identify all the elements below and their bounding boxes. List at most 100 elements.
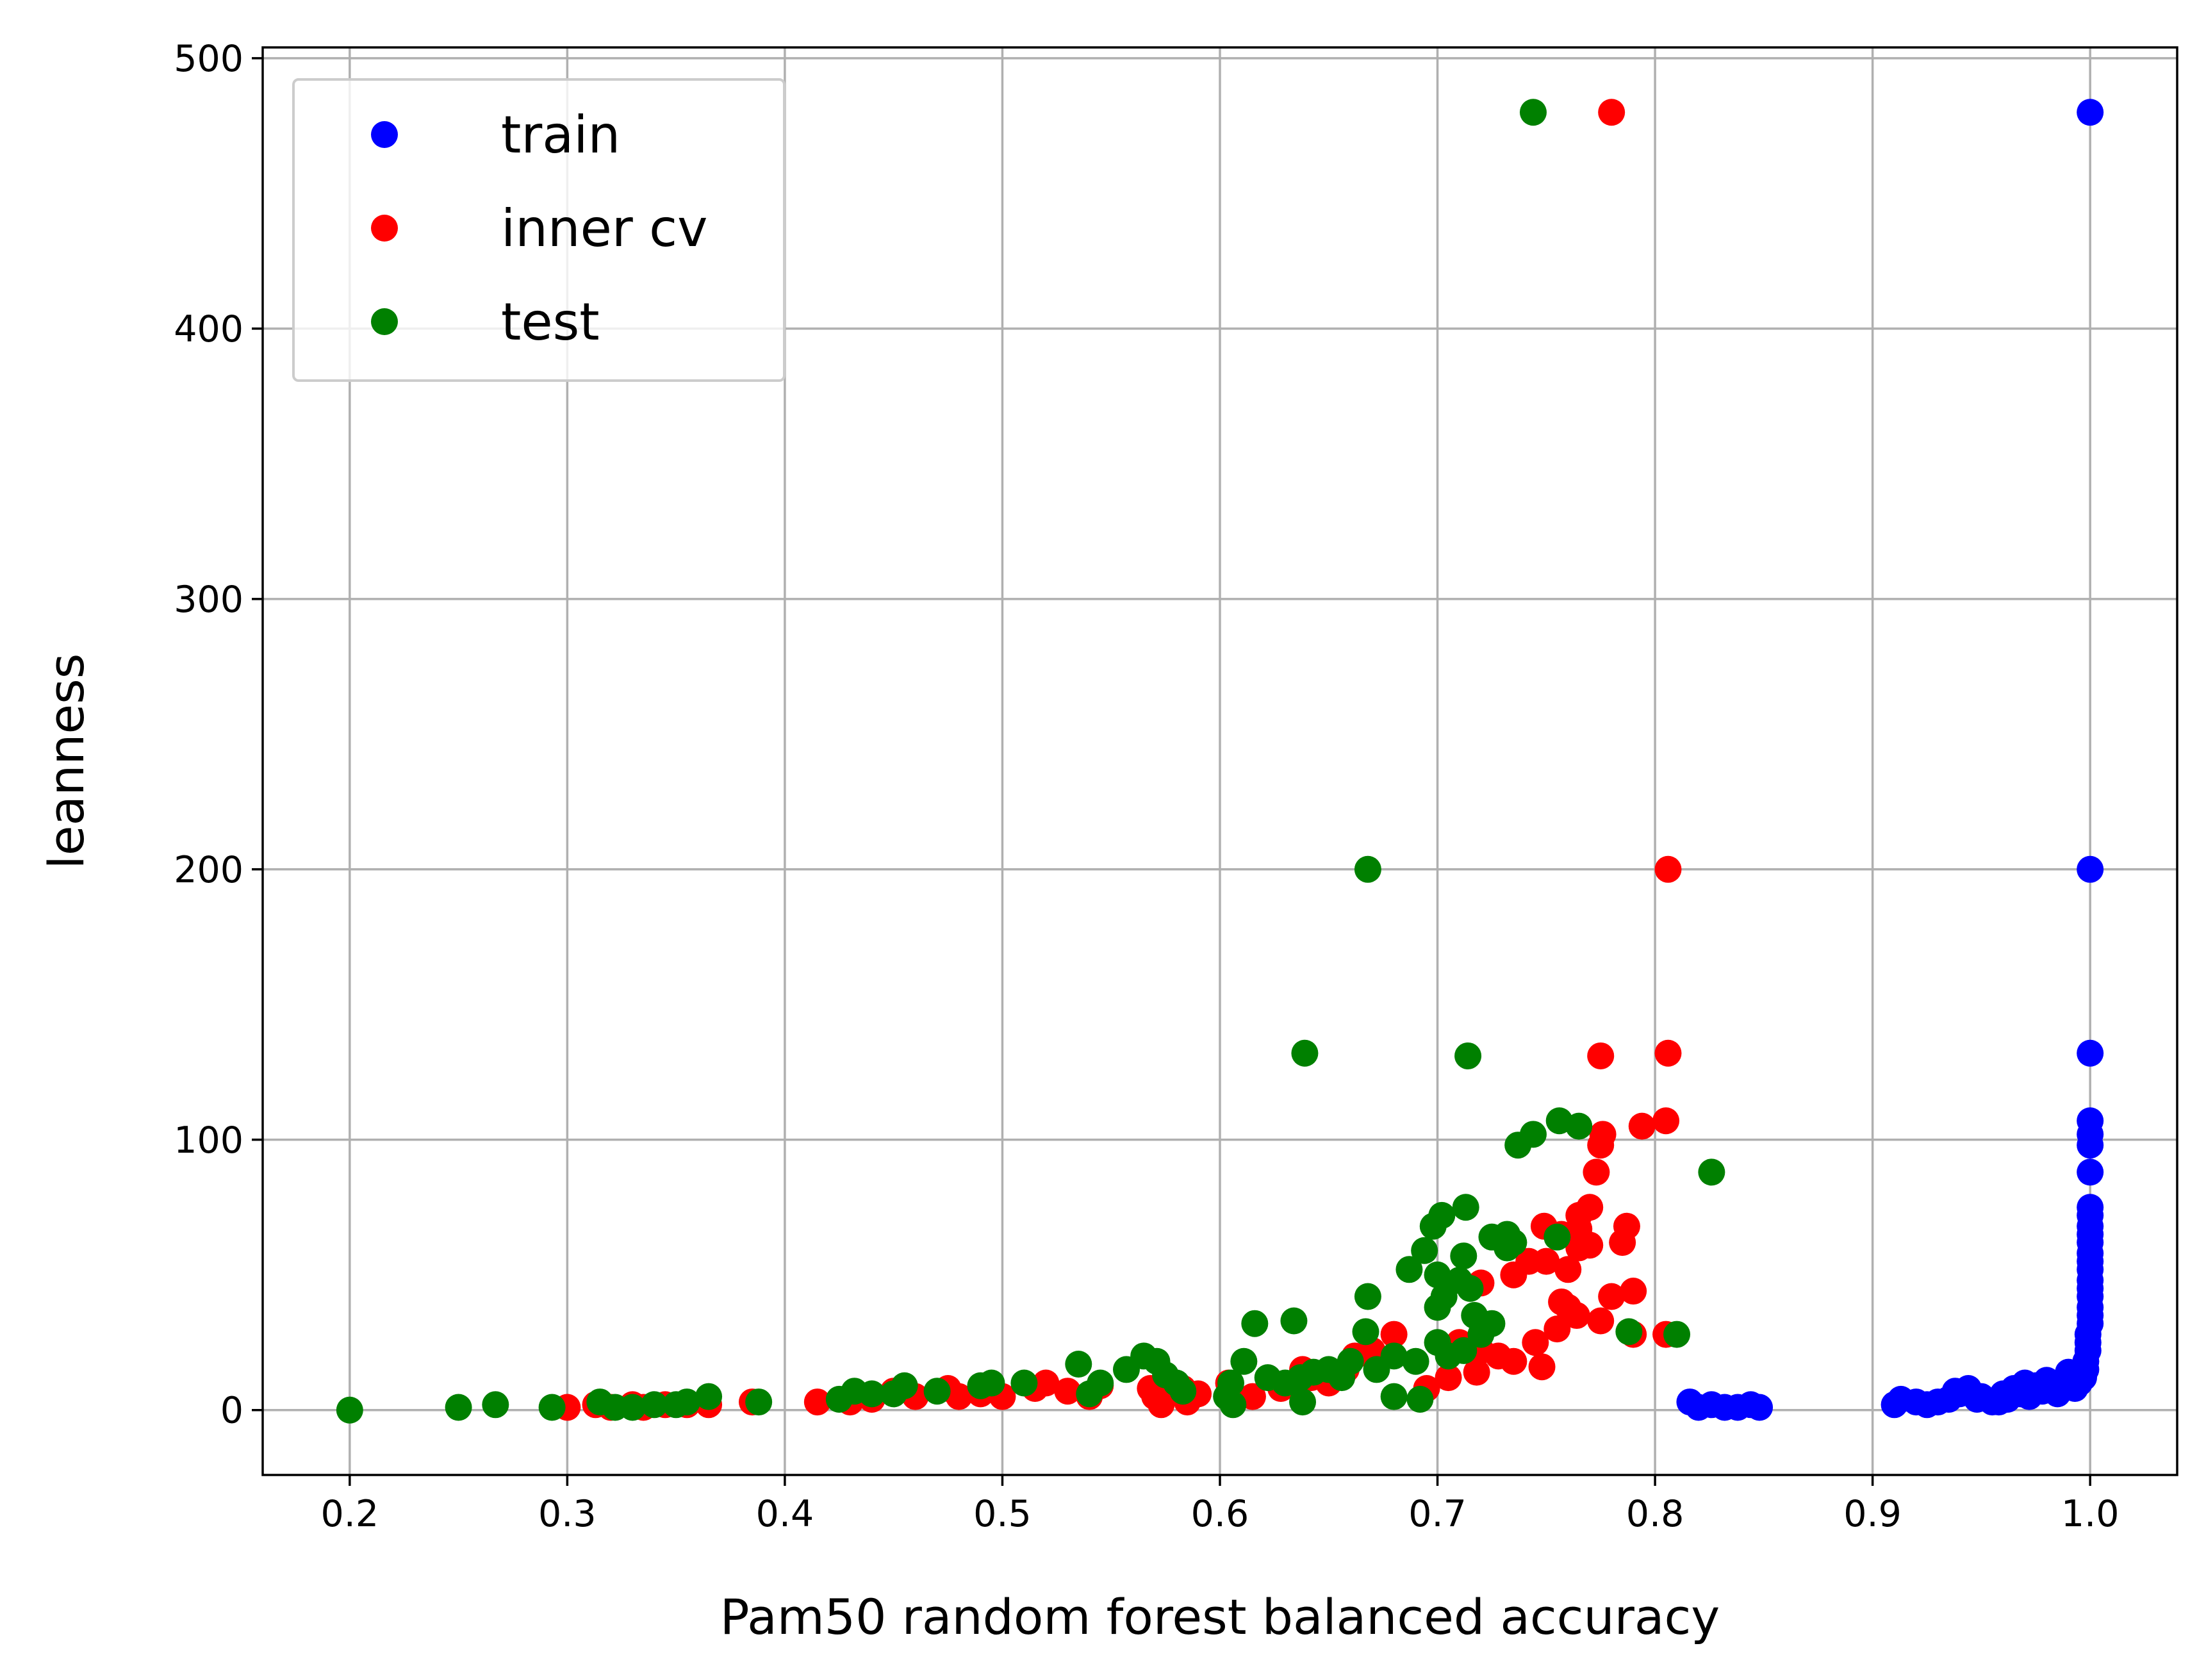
y-tick-label: 0 xyxy=(220,1390,243,1432)
legend-frame xyxy=(292,78,786,382)
data-point xyxy=(1354,1283,1381,1310)
data-point xyxy=(2077,1158,2104,1186)
x-tick-label: 0.7 xyxy=(1408,1493,1467,1535)
data-point xyxy=(1395,1256,1423,1283)
data-point xyxy=(1352,1318,1379,1346)
data-point xyxy=(880,1380,907,1408)
data-point xyxy=(967,1372,994,1399)
data-point xyxy=(1620,1278,1647,1305)
data-point xyxy=(1454,1042,1482,1069)
data-point xyxy=(1112,1356,1140,1383)
data-point xyxy=(1467,1321,1495,1348)
data-point xyxy=(1500,1347,1527,1375)
data-point xyxy=(1054,1378,1082,1405)
data-point xyxy=(2077,855,2104,883)
y-tick-label: 300 xyxy=(174,579,243,621)
data-point xyxy=(641,1391,668,1419)
data-point xyxy=(1354,855,1381,883)
x-tick-label: 0.4 xyxy=(756,1493,814,1535)
x-tick-label: 0.2 xyxy=(320,1493,379,1535)
data-point xyxy=(1289,1388,1317,1416)
data-point xyxy=(1169,1378,1197,1405)
data-point xyxy=(1254,1364,1281,1392)
y-tick-label: 100 xyxy=(174,1119,243,1162)
legend-marker xyxy=(371,215,398,242)
data-point xyxy=(745,1388,773,1416)
data-point xyxy=(1219,1391,1247,1419)
data-point xyxy=(1402,1347,1429,1375)
data-point xyxy=(1406,1385,1434,1413)
data-point xyxy=(1615,1318,1643,1346)
data-point xyxy=(1587,1042,1615,1069)
legend-label: test xyxy=(501,292,600,352)
series-test xyxy=(336,99,1725,1424)
y-tick-label: 500 xyxy=(174,38,243,80)
data-point xyxy=(1463,1358,1490,1386)
legend: train inner cv test xyxy=(292,78,786,382)
data-point xyxy=(1494,1234,1521,1262)
x-tick-label: 0.8 xyxy=(1626,1493,1684,1535)
y-axis-label: leanness xyxy=(38,654,95,869)
data-point xyxy=(445,1394,472,1421)
data-point xyxy=(1280,1307,1308,1335)
data-point xyxy=(1676,1388,1704,1416)
y-tick-label: 200 xyxy=(174,849,243,891)
legend-label: inner cv xyxy=(501,199,708,258)
data-point xyxy=(1554,1294,1582,1321)
data-point xyxy=(1533,1248,1560,1275)
x-tick-label: 0.9 xyxy=(1843,1493,1902,1535)
data-point xyxy=(1628,1112,1656,1140)
x-tick-label: 0.3 xyxy=(538,1493,597,1535)
x-tick-label: 1.0 xyxy=(2061,1493,2120,1535)
data-point xyxy=(923,1378,951,1405)
data-point xyxy=(482,1391,509,1419)
x-axis-label: Pam50 random forest balanced accuracy xyxy=(720,1588,1720,1645)
data-point xyxy=(825,1385,853,1413)
data-point xyxy=(1504,1132,1532,1159)
data-point xyxy=(1652,1107,1680,1135)
data-point xyxy=(2077,1039,2104,1067)
data-point xyxy=(695,1383,723,1410)
data-point xyxy=(1543,1223,1571,1251)
data-point xyxy=(1583,1158,1610,1186)
x-tick-label: 0.6 xyxy=(1191,1493,1249,1535)
data-point xyxy=(1519,99,1547,126)
data-point xyxy=(803,1388,831,1416)
legend-marker xyxy=(371,308,398,335)
series-train xyxy=(1676,99,2104,1421)
data-point xyxy=(1663,1321,1691,1348)
data-point xyxy=(336,1396,363,1424)
data-point xyxy=(1380,1383,1408,1410)
data-point xyxy=(586,1388,614,1416)
x-tick-label: 0.5 xyxy=(973,1493,1032,1535)
data-point xyxy=(1424,1261,1451,1289)
data-point xyxy=(1598,1283,1626,1310)
data-point xyxy=(538,1394,566,1421)
data-point xyxy=(1554,1256,1582,1283)
data-point xyxy=(1456,1274,1484,1302)
data-point xyxy=(1452,1194,1479,1221)
data-point xyxy=(1065,1350,1092,1378)
data-point xyxy=(1435,1342,1462,1370)
y-tick-label: 400 xyxy=(174,308,243,350)
data-point xyxy=(1565,1112,1593,1140)
data-point xyxy=(1328,1364,1356,1392)
data-point xyxy=(1230,1347,1258,1375)
data-point xyxy=(1598,99,1626,126)
data-point xyxy=(1424,1294,1451,1321)
data-point xyxy=(1587,1132,1615,1159)
data-point xyxy=(663,1391,690,1419)
data-point xyxy=(1241,1310,1269,1337)
axis-ticks: 0.2 0.3 0.4 0.5 0.6 0.7 0.8 0.9 1.0 0 100 200 300 400… xyxy=(174,38,2119,1535)
data-point xyxy=(1411,1237,1438,1264)
data-point xyxy=(1435,1364,1462,1392)
legend-label: train xyxy=(501,105,620,165)
data-point xyxy=(1698,1158,1725,1186)
data-point xyxy=(1363,1356,1390,1383)
data-point xyxy=(1528,1353,1556,1381)
data-point xyxy=(1380,1321,1408,1348)
data-point xyxy=(1419,1212,1447,1240)
data-point xyxy=(1543,1315,1571,1343)
data-point xyxy=(1881,1391,1908,1419)
